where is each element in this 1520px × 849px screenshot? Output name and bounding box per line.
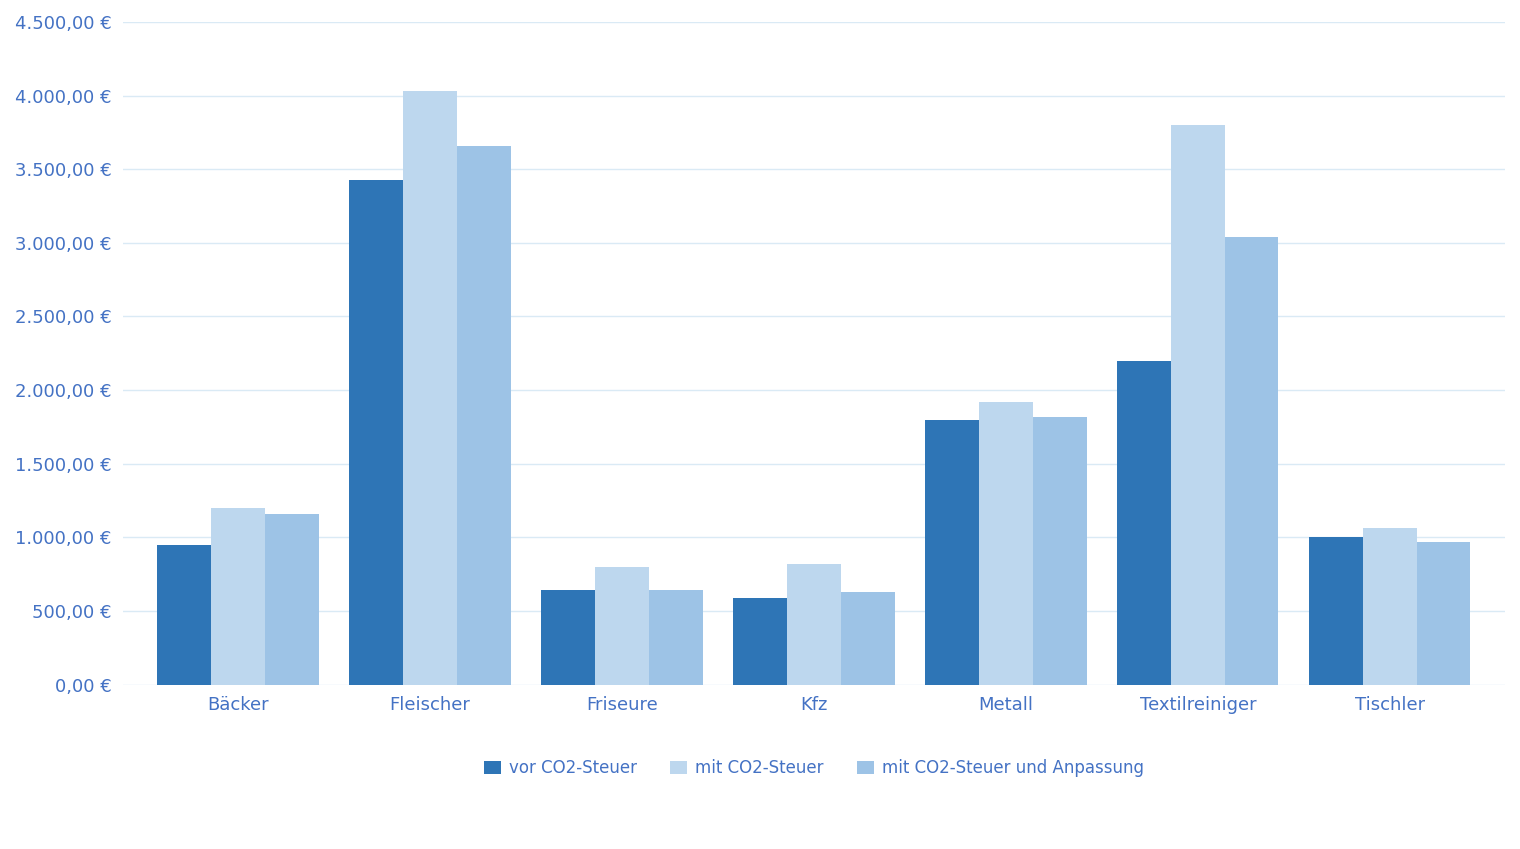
Bar [841, 592, 895, 684]
Bar [1309, 537, 1363, 684]
Legend: vor CO2-Steuer, mit CO2-Steuer, mit CO2-Steuer und Anpassung: vor CO2-Steuer, mit CO2-Steuer, mit CO2-… [477, 752, 1151, 784]
Bar [979, 402, 1032, 684]
Bar [926, 419, 979, 684]
Bar [350, 179, 403, 684]
Bar [1117, 361, 1170, 684]
Bar [458, 146, 511, 684]
Bar [1170, 125, 1225, 684]
Bar [649, 590, 702, 684]
Bar [1363, 528, 1417, 684]
Bar [1032, 417, 1087, 684]
Bar [1225, 237, 1278, 684]
Bar [158, 545, 211, 684]
Bar [596, 567, 649, 684]
Bar [211, 508, 264, 684]
Bar [733, 598, 787, 684]
Bar [1417, 542, 1470, 684]
Bar [403, 91, 458, 684]
Bar [541, 590, 596, 684]
Bar [787, 564, 841, 684]
Bar [264, 514, 319, 684]
